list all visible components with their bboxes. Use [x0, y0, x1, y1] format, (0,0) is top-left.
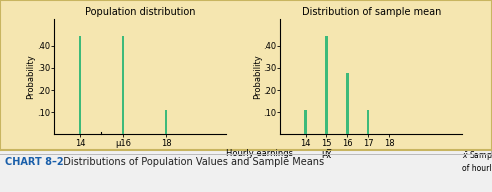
Bar: [305, 110, 307, 134]
Title: Population distribution: Population distribution: [85, 7, 195, 17]
Bar: [367, 110, 369, 134]
Y-axis label: Probability: Probability: [252, 54, 262, 99]
Bar: [325, 36, 328, 134]
Text: Distributions of Population Values and Sample Means: Distributions of Population Values and S…: [57, 157, 324, 167]
Text: $\bar{x}$ Sample mean
of hourly earnings: $\bar{x}$ Sample mean of hourly earnings: [462, 149, 492, 173]
Bar: [122, 36, 124, 134]
Bar: [346, 73, 348, 134]
Bar: [165, 110, 167, 134]
Bar: [79, 36, 81, 134]
Text: μχ̅: μχ̅: [321, 149, 332, 158]
Title: Distribution of sample mean: Distribution of sample mean: [302, 7, 441, 17]
Text: Hourly earnings: Hourly earnings: [226, 149, 293, 158]
Text: CHART 8–2: CHART 8–2: [5, 157, 63, 167]
Y-axis label: Probability: Probability: [26, 54, 35, 99]
